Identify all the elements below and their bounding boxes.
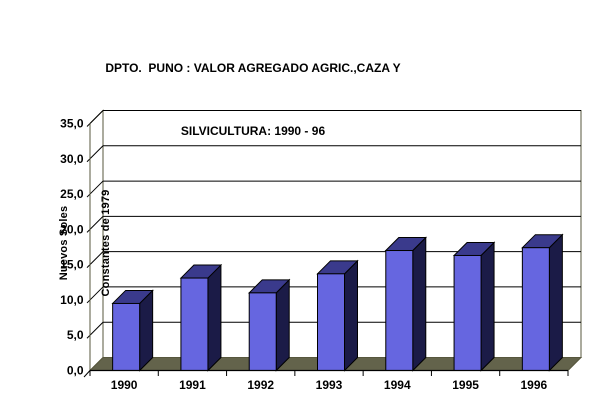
chart-title: DPTO. PUNO : VALOR AGREGADO AGRIC.,CAZA … xyxy=(0,16,506,184)
y-tick-label-30,0: 30,0 xyxy=(60,152,84,166)
x-category-label-1991: 1991 xyxy=(179,378,206,392)
y-tick-label-35,0: 35,0 xyxy=(60,117,84,131)
y-axis-title-line2: Constantes de 1979 xyxy=(100,189,112,297)
origin-tick xyxy=(83,370,91,378)
y-tick-label-15,0: 15,0 xyxy=(60,258,84,272)
bar-front-1996 xyxy=(521,247,550,372)
x-category-label-1993: 1993 xyxy=(316,378,343,392)
chart-title-line1: DPTO. PUNO : VALOR AGREGADO AGRIC.,CAZA … xyxy=(105,61,401,75)
bar-front-1993 xyxy=(317,273,345,371)
bar-side-1991 xyxy=(207,263,222,372)
bar-front-1995 xyxy=(453,254,482,371)
bar-1990 xyxy=(111,289,154,372)
x-category-label-1996: 1996 xyxy=(521,378,548,392)
bar-1991 xyxy=(179,263,223,372)
y-axis-title: Nuevos Soles Constantes de 1979 xyxy=(29,173,112,313)
y-tick-label-10,0: 10,0 xyxy=(60,293,84,307)
y-tick-label-0,0: 0,0 xyxy=(67,364,84,378)
bar-1992 xyxy=(248,278,291,372)
bar-front-1992 xyxy=(248,292,277,371)
y-tick-label-20,0: 20,0 xyxy=(60,222,84,236)
bar-side-1992 xyxy=(275,278,290,372)
bar-front-1991 xyxy=(180,277,209,371)
y-tick-label-5,0: 5,0 xyxy=(67,328,84,342)
bar-side-1993 xyxy=(344,259,358,372)
bar-1994 xyxy=(384,236,427,372)
chart-title-line2: SILVICULTURA: 1990 - 96 xyxy=(180,124,326,138)
y-axis-title-line1: Nuevos Soles xyxy=(58,205,70,281)
bar-1995 xyxy=(452,241,496,372)
bar-front-1994 xyxy=(385,250,414,371)
x-category-label-1992: 1992 xyxy=(247,378,274,392)
bar-side-1995 xyxy=(480,241,495,372)
x-category-label-1990: 1990 xyxy=(111,378,138,392)
x-category-label-1995: 1995 xyxy=(452,378,479,392)
bar-front-1990 xyxy=(112,302,141,372)
bar-side-1994 xyxy=(412,236,427,372)
bar-side-1996 xyxy=(548,233,563,372)
bar-1993 xyxy=(316,259,359,372)
bar-1996 xyxy=(521,233,564,372)
bar-side-1990 xyxy=(139,289,154,372)
y-tick-label-25,0: 25,0 xyxy=(60,187,84,201)
x-category-label-1994: 1994 xyxy=(384,378,411,392)
